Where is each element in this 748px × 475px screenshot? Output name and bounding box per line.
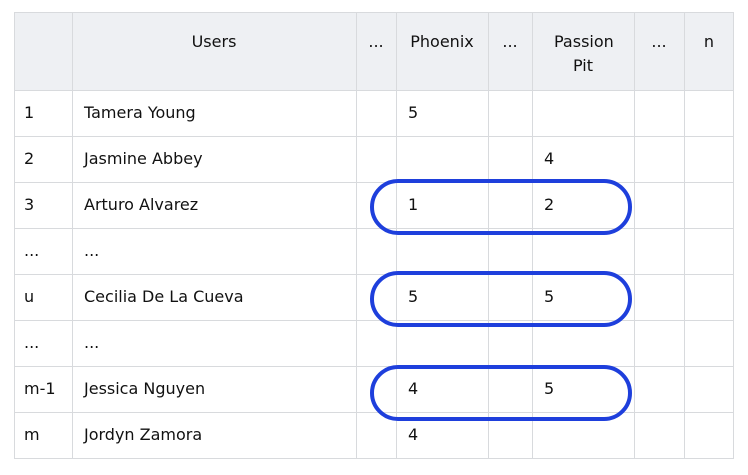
header-ellipsis-cell-2: ... xyxy=(488,12,532,90)
table-row: u Cecilia De La Cueva 5 5 xyxy=(14,274,734,320)
grid-line xyxy=(14,412,734,413)
table-row: ... ... xyxy=(14,228,734,274)
header-phoenix-cell: Phoenix xyxy=(396,12,488,90)
header-passion-pit-cell: Passion Pit xyxy=(532,12,634,90)
row-index: ... xyxy=(24,241,40,260)
row-user: Cecilia De La Cueva xyxy=(84,287,244,306)
row-phoenix-rating: 1 xyxy=(408,195,419,214)
row-index: 3 xyxy=(24,195,35,214)
row-index: m xyxy=(24,425,40,444)
row-phoenix-rating: 5 xyxy=(408,103,419,122)
row-index: u xyxy=(24,287,35,306)
row-user: ... xyxy=(84,241,100,260)
row-index: 2 xyxy=(24,149,35,168)
row-user: ... xyxy=(84,333,100,352)
grid-line xyxy=(14,182,734,183)
header-ellipsis-1: ... xyxy=(368,32,384,51)
grid-line xyxy=(72,12,73,459)
header-passion-pit: Passion Pit xyxy=(554,32,614,75)
row-phoenix-rating: 5 xyxy=(408,287,419,306)
header-n-cell: n xyxy=(684,12,734,90)
row-index: m-1 xyxy=(24,379,56,398)
grid-line xyxy=(14,366,734,367)
grid-line xyxy=(14,136,734,137)
header-phoenix: Phoenix xyxy=(410,32,474,51)
row-index: 1 xyxy=(24,103,35,122)
table-row: ... ... xyxy=(14,320,734,366)
row-phoenix-rating: 4 xyxy=(408,425,419,444)
grid-line xyxy=(356,12,357,459)
grid-line xyxy=(733,12,734,459)
table-row: m Jordyn Zamora 4 xyxy=(14,412,734,458)
row-user: Jessica Nguyen xyxy=(84,379,206,398)
ratings-table: Users ... Phoenix ... Passion Pit ... n … xyxy=(14,12,734,464)
table-row: 1 Tamera Young 5 xyxy=(14,90,734,136)
grid-line xyxy=(634,12,635,459)
header-ellipsis-cell-3: ... xyxy=(634,12,684,90)
grid-line xyxy=(14,12,734,13)
row-passion-pit-rating: 2 xyxy=(544,195,555,214)
row-phoenix-rating: 4 xyxy=(408,379,419,398)
grid-line xyxy=(14,228,734,229)
row-passion-pit-rating: 5 xyxy=(544,379,555,398)
table-row: 2 Jasmine Abbey 4 xyxy=(14,136,734,182)
table-row: 3 Arturo Alvarez 1 2 xyxy=(14,182,734,228)
row-user: Jasmine Abbey xyxy=(84,149,203,168)
header-n: n xyxy=(703,32,715,51)
header-users-cell: Users xyxy=(72,12,356,90)
row-user: Jordyn Zamora xyxy=(84,425,203,444)
header-ellipsis-2: ... xyxy=(502,32,518,51)
row-user: Arturo Alvarez xyxy=(84,195,199,214)
header-ellipsis-cell-1: ... xyxy=(356,12,396,90)
grid-line xyxy=(14,12,15,459)
grid-line xyxy=(14,320,734,321)
grid-line xyxy=(684,12,685,459)
grid-line xyxy=(14,90,734,91)
header-index-cell xyxy=(14,12,72,90)
table-row: m-1 Jessica Nguyen 4 5 xyxy=(14,366,734,412)
grid-line xyxy=(14,274,734,275)
header-users: Users xyxy=(191,32,237,51)
row-passion-pit-rating: 5 xyxy=(544,287,555,306)
grid-line xyxy=(14,458,734,459)
grid-line xyxy=(396,12,397,459)
grid-line xyxy=(532,12,533,459)
grid-line xyxy=(488,12,489,459)
header-ellipsis-3: ... xyxy=(651,32,667,51)
row-passion-pit-rating: 4 xyxy=(544,149,555,168)
row-index: ... xyxy=(24,333,40,352)
row-user: Tamera Young xyxy=(84,103,196,122)
